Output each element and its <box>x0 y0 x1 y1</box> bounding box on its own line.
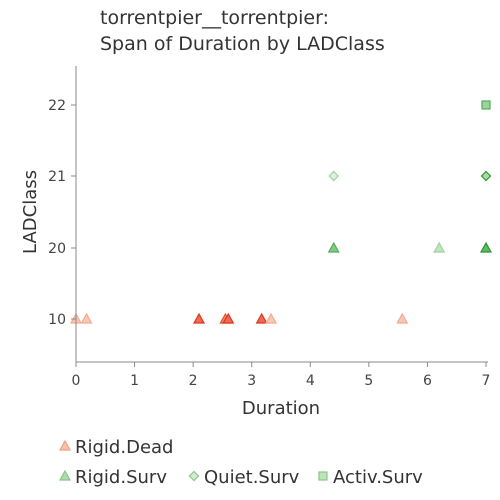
x-tick-label: 0 <box>72 373 81 389</box>
y-tick-label: 10 <box>48 312 66 328</box>
y-axis-label: LADClass <box>20 170 41 254</box>
legend: Rigid.Dead Rigid.Surv Quiet.Surv Activ.Surv <box>60 437 423 488</box>
data-point <box>329 243 339 252</box>
x-tick-label: 1 <box>130 373 139 389</box>
legend-label: Activ.Surv <box>333 467 423 488</box>
legend-marker <box>60 471 70 480</box>
data-point <box>482 172 491 181</box>
plot-area <box>71 101 491 323</box>
y-tick-label: 21 <box>48 169 66 185</box>
data-point <box>257 314 267 323</box>
data-point <box>82 314 92 323</box>
x-axis-label: Duration <box>242 398 320 419</box>
x-tick-label: 3 <box>247 373 256 389</box>
legend-marker <box>60 441 70 450</box>
x-tick-label: 5 <box>364 373 373 389</box>
chart-title-line-1: torrentpier__torrentpier: <box>100 7 329 29</box>
legend-label: Rigid.Dead <box>75 437 173 458</box>
legend-label: Rigid.Surv <box>75 467 167 488</box>
x-tick-label: 7 <box>482 373 491 389</box>
axes: 0 1 2 3 4 5 6 7 10 20 21 22 <box>48 66 490 389</box>
legend-marker <box>319 472 327 480</box>
chart-title-line-2: Span of Duration by LADClass <box>100 33 385 55</box>
data-point <box>194 314 204 323</box>
data-point <box>397 314 407 323</box>
data-point <box>434 243 444 252</box>
data-point <box>266 314 276 323</box>
legend-marker <box>190 472 199 481</box>
x-tick-label: 4 <box>306 373 315 389</box>
data-point <box>481 243 491 252</box>
legend-label: Quiet.Surv <box>204 467 300 488</box>
data-point <box>482 101 490 109</box>
x-tick-label: 2 <box>189 373 198 389</box>
y-tick-label: 22 <box>48 98 66 114</box>
y-tick-label: 20 <box>48 241 66 257</box>
x-tick-label: 6 <box>423 373 432 389</box>
data-point <box>329 172 338 181</box>
